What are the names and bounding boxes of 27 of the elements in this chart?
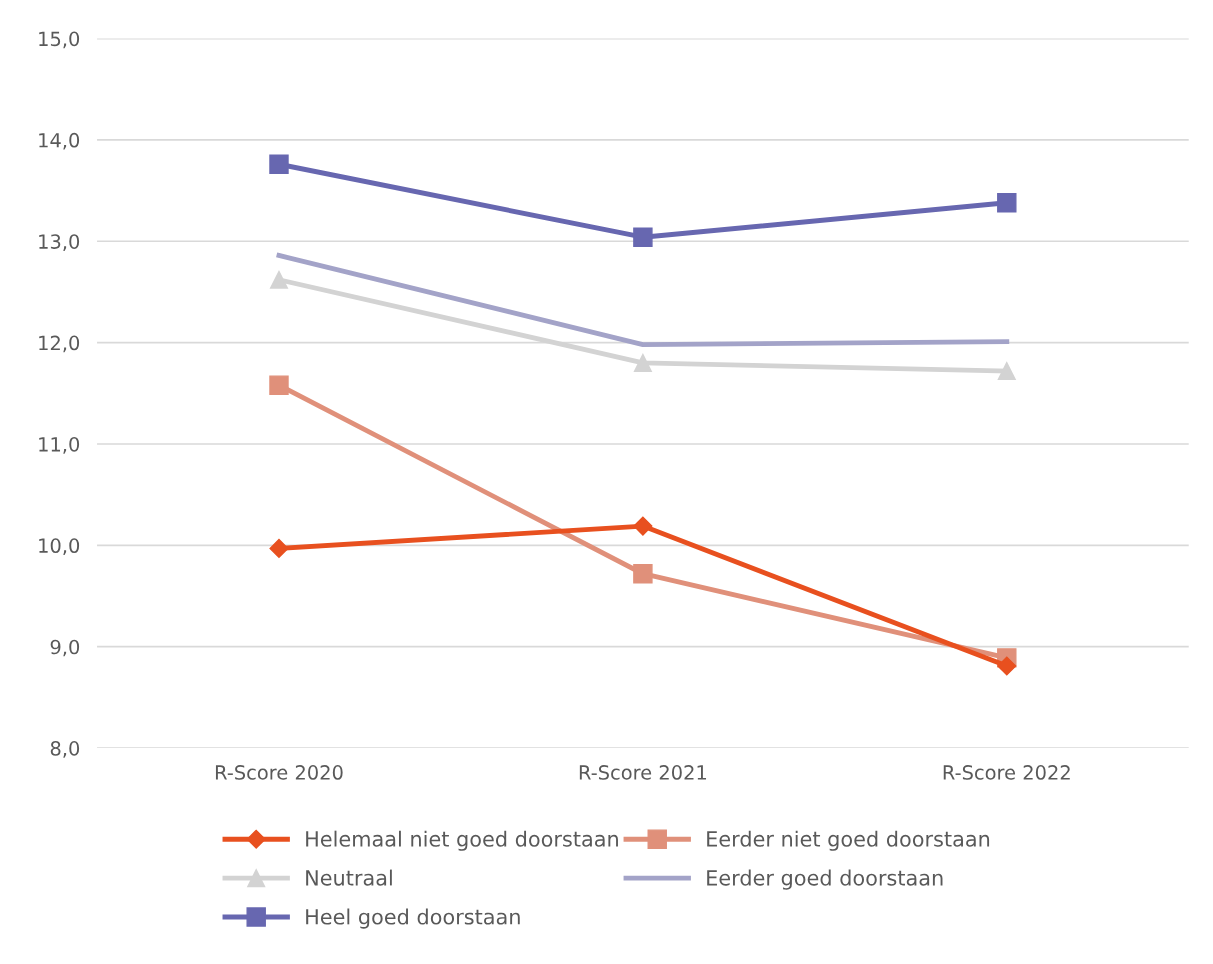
- point: [633, 353, 652, 372]
- legend-label: Eerder niet goed doorstaan: [707, 830, 990, 851]
- x-tick-label: R-Score 2022: [943, 765, 1070, 780]
- legend-label: Neutraal: [306, 869, 392, 886]
- point: [997, 361, 1016, 381]
- point: [269, 375, 289, 395]
- point: [997, 656, 1017, 676]
- point: [633, 564, 653, 584]
- y-tick-label: 8,0: [50, 741, 80, 758]
- y-tick-label: 12,0: [39, 335, 80, 353]
- point: [633, 227, 653, 247]
- point: [997, 193, 1017, 213]
- x-tick-label: R-Score 2021: [579, 765, 707, 780]
- point: [269, 270, 289, 289]
- x-tick-label: R-Score 2020: [215, 765, 343, 780]
- y-tick-label: 13,0: [39, 234, 80, 251]
- legend-label: Eerder goed doorstaan: [707, 869, 943, 890]
- point: [269, 154, 289, 174]
- y-tick-label: 9,0: [50, 639, 80, 657]
- legend-label: Heel goed doorstaan: [306, 908, 520, 929]
- y-tick-label: 14,0: [39, 132, 80, 150]
- point: [633, 516, 653, 536]
- y-tick-label: 10,0: [39, 538, 80, 555]
- y-tick-label: 15,0: [39, 31, 80, 49]
- point: [269, 538, 289, 558]
- legend-label: Helemaal niet goed doorstaan: [306, 830, 618, 851]
- y-tick-label: 11,0: [39, 436, 80, 454]
